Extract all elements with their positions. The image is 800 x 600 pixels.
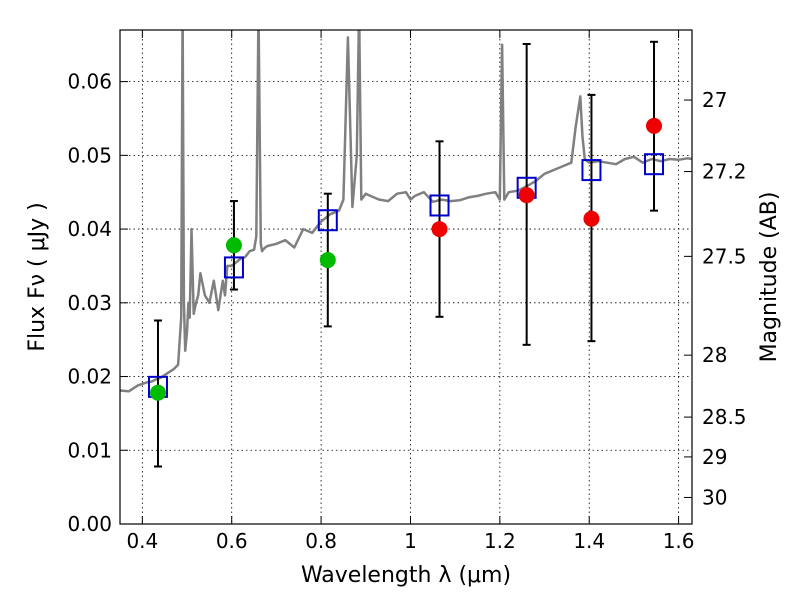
model-point-box xyxy=(223,256,244,279)
x-axis-title: Wavelength λ (μm) xyxy=(301,563,511,588)
points-layer xyxy=(147,40,665,468)
model-point-box xyxy=(644,153,665,176)
x-tick-label: 1.6 xyxy=(663,529,695,553)
right-tick-label: 28.5 xyxy=(702,405,747,429)
y-tick-label: 0.04 xyxy=(67,217,112,241)
right-axis-title: Magnitude (AB) xyxy=(757,192,782,363)
right-tick-label: 27.2 xyxy=(702,160,747,184)
observed-point-red xyxy=(518,187,535,204)
observed-point-green xyxy=(149,384,166,401)
x-tick-label: 0.8 xyxy=(305,529,337,553)
right-tick-label: 29 xyxy=(702,445,727,469)
observed-point-red xyxy=(583,210,600,227)
spectrum-line xyxy=(120,30,692,393)
x-tick-label: 0.6 xyxy=(216,529,248,553)
tick-labels: 0.4 0.6 0.8 1 1.2 1.4 1.6 0.00 0.01 0.02 0.03 0.04 0… xyxy=(67,70,746,553)
right-tick-label: 27.5 xyxy=(702,244,747,268)
model-point-box xyxy=(429,194,450,217)
y-tick-label: 0.05 xyxy=(67,143,112,167)
y-tick-label: 0.01 xyxy=(67,438,112,462)
right-tick-label: 28 xyxy=(702,343,727,367)
plot-background xyxy=(120,30,692,524)
observed-point-red xyxy=(431,221,448,238)
y-axis-title: Flux Fν ( μJy ) xyxy=(25,202,50,351)
right-tick-label: 30 xyxy=(702,485,727,509)
y-tick-label: 0.02 xyxy=(67,365,112,389)
plot-frame xyxy=(119,29,693,525)
y-tick-label: 0.06 xyxy=(67,70,112,94)
observed-point-red xyxy=(646,117,663,134)
y-tick-label: 0.00 xyxy=(67,512,112,536)
observed-point-green xyxy=(319,252,336,269)
x-tick-label: 0.4 xyxy=(126,529,158,553)
model-point-box xyxy=(581,159,602,182)
spectrum-layer xyxy=(120,30,692,393)
x-tick-label: 1.4 xyxy=(573,529,605,553)
x-tick-label: 1.2 xyxy=(484,529,516,553)
observed-point-green xyxy=(225,237,242,254)
ticks xyxy=(120,30,692,525)
x-tick-label: 1 xyxy=(404,529,417,553)
model-point-box xyxy=(317,209,338,232)
y-tick-label: 0.03 xyxy=(67,291,112,315)
right-tick-label: 27 xyxy=(702,88,727,112)
